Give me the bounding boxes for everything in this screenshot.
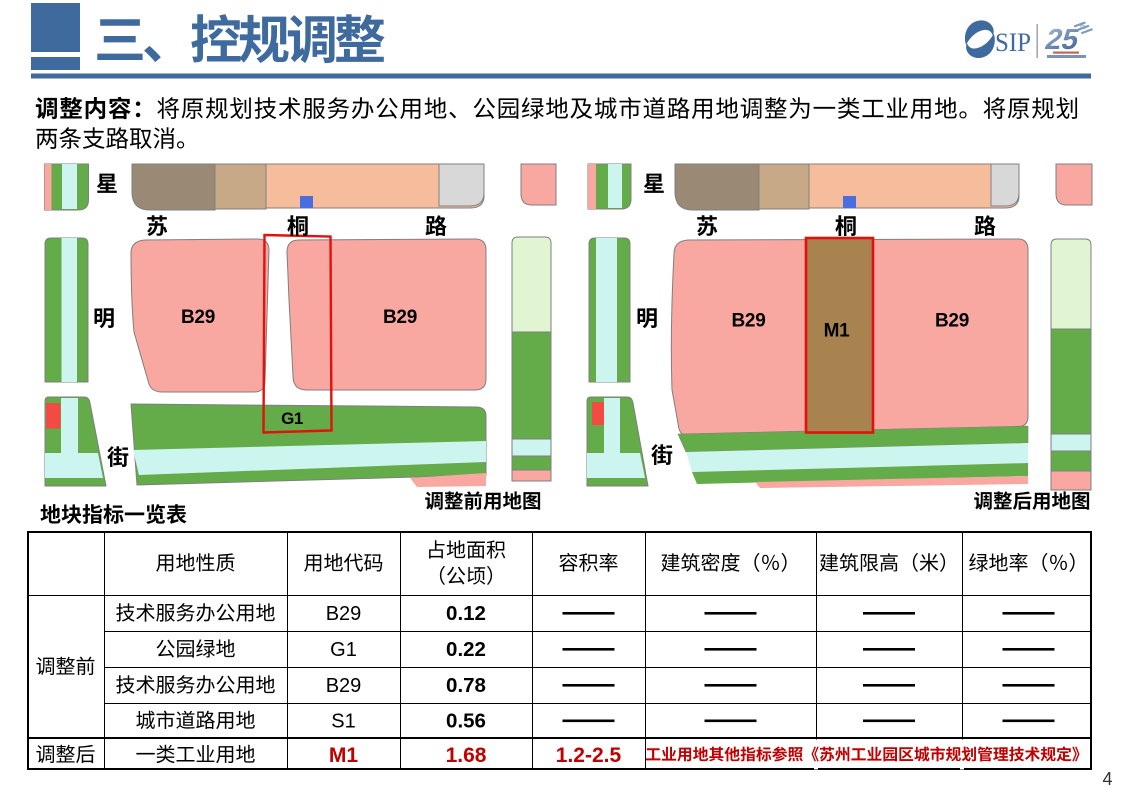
svg-text:4: 4 [1102,769,1112,789]
svg-text:0.56: 0.56 [446,710,486,733]
svg-text:M1: M1 [824,321,851,342]
svg-text:th: th [1080,24,1086,31]
svg-text:1.2-2.5: 1.2-2.5 [556,744,622,767]
svg-text:0.78: 0.78 [446,674,486,697]
svg-text:G1: G1 [330,639,357,661]
svg-text:B29: B29 [935,311,969,332]
svg-text:1.68: 1.68 [446,744,487,767]
svg-text:0.12: 0.12 [446,602,486,625]
svg-text:B29: B29 [181,307,215,328]
svg-text:B29: B29 [326,603,362,625]
svg-text:B29: B29 [732,311,766,332]
svg-text:B29: B29 [326,675,362,697]
svg-text:B29: B29 [383,307,417,328]
svg-text:M1: M1 [329,744,358,767]
svg-text:G1: G1 [281,409,303,428]
svg-text:0.22: 0.22 [446,638,486,661]
svg-text:S1: S1 [331,711,355,733]
svg-text:SIP: SIP [995,27,1031,57]
svg-text:25: 25 [1042,23,1082,55]
